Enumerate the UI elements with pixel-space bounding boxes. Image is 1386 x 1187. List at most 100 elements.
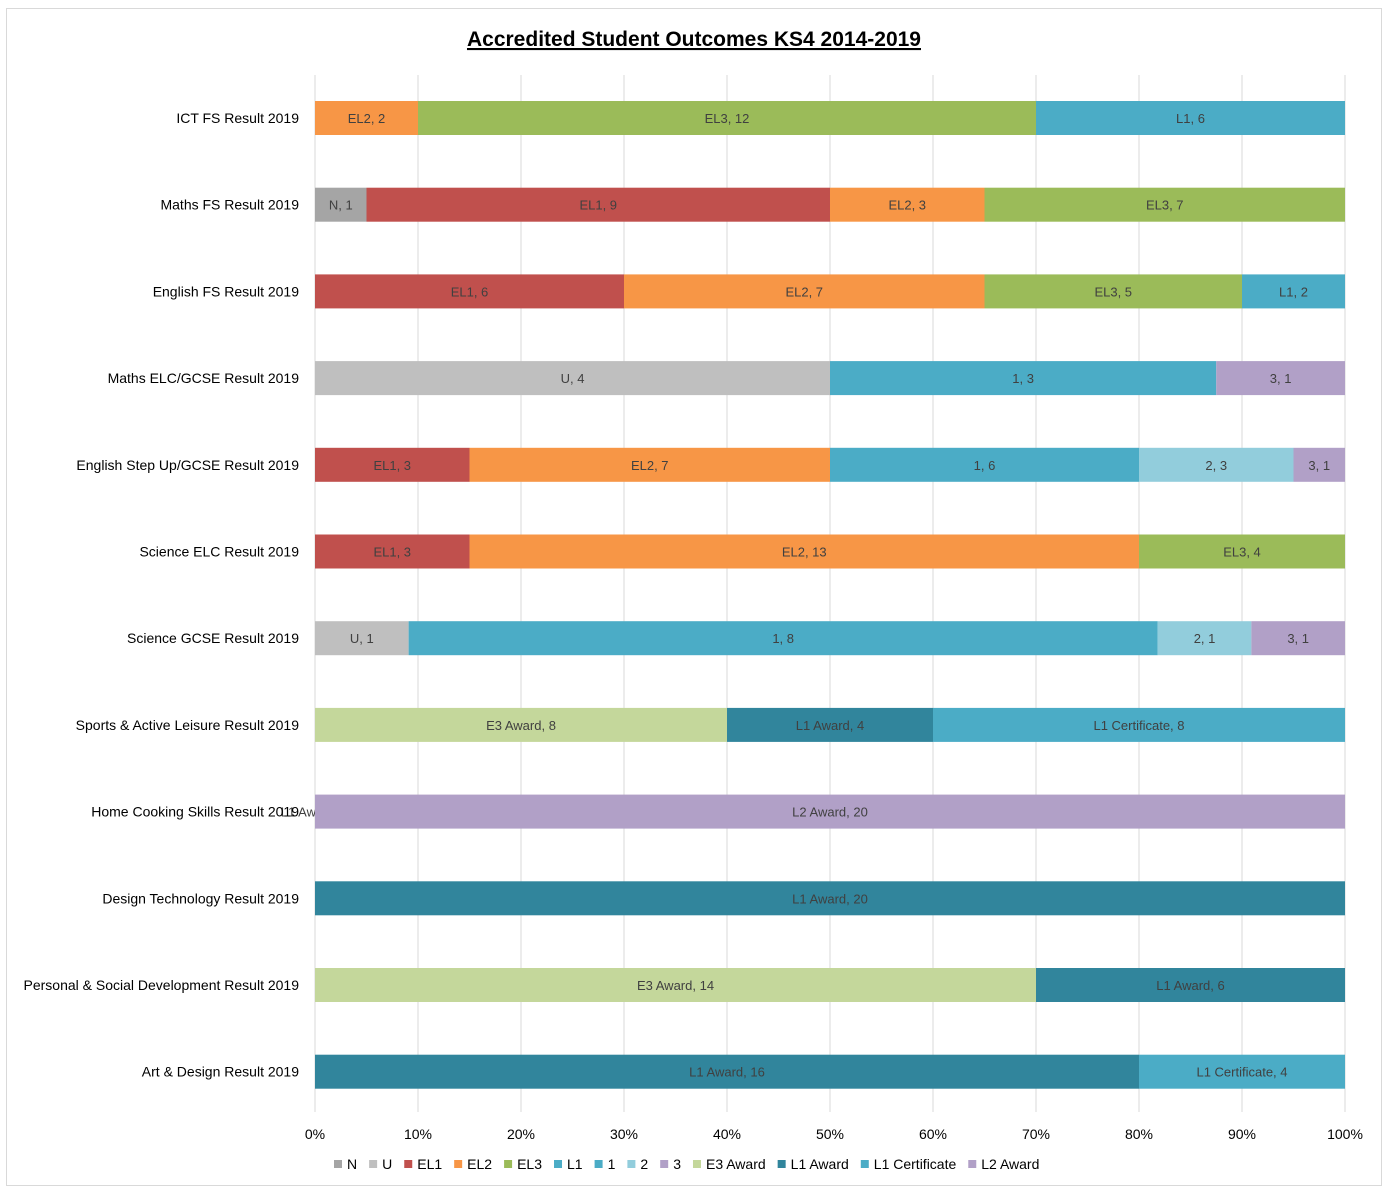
data-label: EL2, 2	[348, 111, 386, 126]
data-label: U, 4	[561, 371, 585, 386]
bar-segment	[315, 881, 1345, 916]
data-label: EL2, 7	[785, 284, 823, 299]
legend-swatch	[369, 1160, 378, 1168]
x-tick-label: 40%	[713, 1126, 741, 1142]
bar-segment	[830, 361, 1217, 396]
legend-swatch	[968, 1160, 977, 1168]
bar-segment	[315, 187, 367, 222]
bar-segment	[984, 187, 1345, 222]
bar-segment	[315, 101, 418, 135]
category-label: Science GCSE Result 2019	[127, 630, 299, 646]
bar-segment	[933, 707, 1345, 742]
bar-segment	[1139, 534, 1345, 569]
data-label: EL1, 3	[373, 545, 411, 560]
legend-swatch	[692, 1160, 701, 1168]
bar-segment	[1036, 101, 1345, 135]
legend-label: EL1	[417, 1156, 442, 1172]
bar-segment	[469, 447, 830, 482]
legend: N U EL1 EL2 EL3 L1 1 2 3 E3 Award L1 Award L1 Certi…	[334, 1156, 1039, 1172]
data-label: EL1, 3	[373, 458, 411, 473]
bar-segment	[1139, 1054, 1345, 1089]
x-tick-label: 60%	[919, 1126, 947, 1142]
legend-label: L1 Certificate	[874, 1156, 957, 1172]
bar-segment	[315, 621, 409, 656]
legend-swatch	[594, 1160, 603, 1168]
bar-segment	[624, 274, 985, 309]
data-label: L1 Award, 16	[689, 1065, 765, 1080]
bar-segment	[315, 1054, 1139, 1089]
data-label: 1, 8	[772, 631, 794, 646]
bar-segment	[315, 361, 830, 396]
legend-swatch	[554, 1160, 563, 1168]
bar-segment	[315, 707, 727, 742]
data-label: 1, 6	[974, 458, 996, 473]
chart-title: Accredited Student Outcomes KS4 2014-201…	[467, 28, 921, 51]
bar-segment	[315, 794, 1345, 829]
bar-segment	[315, 534, 470, 569]
bar-segment	[315, 968, 1036, 1002]
legend-swatch	[404, 1160, 413, 1168]
category-label: English FS Result 2019	[153, 283, 300, 299]
data-label: L1, 6	[1176, 111, 1205, 126]
bar-segment	[315, 447, 470, 482]
legend-swatch	[777, 1160, 786, 1168]
legend-label: 1	[608, 1156, 616, 1172]
bar-segment	[984, 274, 1242, 309]
data-label: 3, 1	[1270, 371, 1292, 386]
bar-segment	[469, 534, 1139, 569]
category-labels: ICT FS Result 2019 Maths FS Result 2019 En…	[24, 110, 300, 1080]
bar-segment	[408, 621, 1158, 656]
data-label: EL3, 12	[705, 111, 750, 126]
legend-swatch	[660, 1160, 669, 1168]
data-label: EL1, 9	[579, 198, 617, 213]
data-label: L1 Award, 6	[1156, 978, 1224, 993]
category-label: Sports & Active Leisure Result 2019	[76, 717, 300, 733]
x-tick-label: 80%	[1125, 1126, 1153, 1142]
bar-segment	[366, 187, 830, 222]
data-label: E3 Award, 8	[486, 718, 556, 733]
legend-label: L1	[567, 1156, 583, 1172]
x-tick-label: 90%	[1228, 1126, 1256, 1142]
bar-segment	[1216, 361, 1345, 396]
legend-swatch	[454, 1160, 463, 1168]
data-label: E3 Award, 14	[637, 978, 714, 993]
bar-segment	[1139, 447, 1294, 482]
legend-label: EL3	[517, 1156, 542, 1172]
category-label: Art & Design Result 2019	[142, 1064, 299, 1080]
data-label: L1 Certificate, 4	[1196, 1065, 1287, 1080]
x-tick-label: 70%	[1022, 1126, 1050, 1142]
bar-segment	[1242, 274, 1345, 309]
data-label: EL2, 7	[631, 458, 669, 473]
category-label: Personal & Social Development Result 201…	[24, 977, 300, 993]
data-label: L2 Award, 20	[792, 805, 868, 820]
bar-segment	[727, 707, 933, 742]
legend-label: EL2	[467, 1156, 492, 1172]
data-label: L1, 2	[1279, 284, 1308, 299]
category-label: Science ELC Result 2019	[139, 544, 299, 560]
legend-label: 3	[673, 1156, 681, 1172]
data-label: EL3, 5	[1094, 284, 1132, 299]
legend-label: U	[382, 1156, 392, 1172]
bar-segment	[1251, 621, 1345, 656]
category-label: Home Cooking Skills Result 2019	[91, 804, 299, 820]
data-label: 2, 3	[1205, 458, 1227, 473]
legend-label: E3 Award	[706, 1156, 766, 1172]
legend-label: 2	[640, 1156, 648, 1172]
data-label: 3, 1	[1308, 458, 1330, 473]
data-label: L1 Certificate, 8	[1093, 718, 1184, 733]
data-label: L1 Award, 20	[792, 891, 868, 906]
data-label: L1 Award, 4	[796, 718, 864, 733]
data-label: U, 1	[350, 631, 374, 646]
x-tick-label: 50%	[816, 1126, 844, 1142]
bar-segment	[315, 274, 624, 309]
data-label: N, 1	[329, 198, 353, 213]
bar-segment	[418, 101, 1036, 135]
legend-label: N	[347, 1156, 357, 1172]
data-label: 2, 1	[1194, 631, 1216, 646]
bars: EL2, 2 EL3, 12 L1, 6 N, 1 EL1, 9 EL2, 3 EL3, 7…	[281, 101, 1345, 1089]
x-tick-label: 10%	[404, 1126, 432, 1142]
bar-segment	[830, 447, 1139, 482]
category-label: Maths ELC/GCSE Result 2019	[108, 370, 300, 386]
legend-label: L2 Award	[981, 1156, 1039, 1172]
